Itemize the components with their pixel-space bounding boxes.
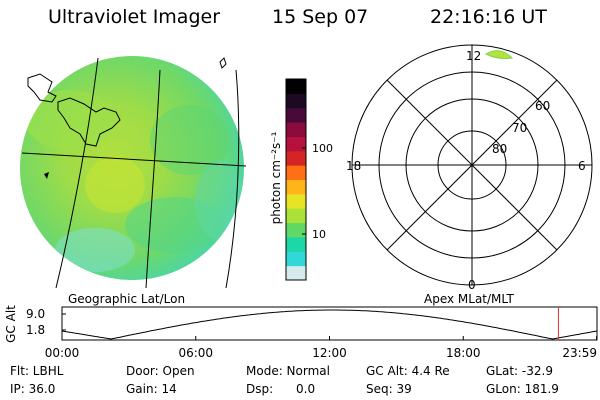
colorbar-segment <box>286 251 306 267</box>
colorbar-segment <box>286 150 306 166</box>
mlt-label-top: 12 <box>466 49 481 63</box>
time-label: 22:16:16 UT <box>430 6 547 28</box>
instrument-title: Ultraviolet Imager <box>48 6 221 28</box>
lat-ring-label-80: 80 <box>492 142 507 156</box>
colorbar-segment <box>286 79 306 94</box>
colorbar-unit-label: photon cm⁻²s⁻¹ <box>269 131 283 224</box>
polar-plot <box>351 44 593 286</box>
meta-dsp: Dsp: 0.0 <box>246 382 316 396</box>
colorbar-tick-100: 100 <box>312 142 333 155</box>
colorbar-segment <box>286 93 306 109</box>
colorbar-segment <box>286 265 306 281</box>
colorbar-segment <box>286 122 306 137</box>
coastline-outline <box>27 57 227 147</box>
date-label: 15 Sep 07 <box>272 6 369 28</box>
meta-glon: GLon: 181.9 <box>486 382 559 396</box>
altitude-ytick-low: 1.8 <box>26 323 45 337</box>
meta-ip: IP: 36.0 <box>10 382 56 396</box>
colorbar-segment <box>286 179 306 195</box>
meta-mode: Mode: Normal <box>246 364 330 378</box>
colorbar-segment <box>286 136 306 152</box>
colorbar-segment <box>286 165 306 180</box>
meta-seq: Seq: 39 <box>366 382 412 396</box>
colorbar-tick-10: 10 <box>312 228 326 241</box>
mlt-label-right: 6 <box>578 159 586 173</box>
mlt-label-left: 18 <box>346 159 361 173</box>
auroral-emission-patch <box>484 50 514 59</box>
altitude-x-tick-label: 18:00 <box>446 346 481 360</box>
geographic-projection-label: Geographic Lat/Lon <box>68 292 186 306</box>
meta-gc-alt: GC Alt: 4.4 Re <box>366 364 450 378</box>
colorbar-ticks <box>302 147 306 235</box>
apex-projection-label: Apex MLat/MLT <box>424 292 514 306</box>
colorbar <box>286 79 306 281</box>
altitude-x-tick-label: 23:59 <box>562 346 597 360</box>
colorbar-frame <box>285 78 307 281</box>
colorbar-segment <box>286 208 306 224</box>
altitude-x-ticks: 00:00 06:00 12:00 18:00 23:59 <box>45 336 598 360</box>
geographic-grid <box>21 57 247 289</box>
meta-gain: Gain: 14 <box>126 382 177 396</box>
altitude-curve <box>61 309 598 340</box>
colorbar-segment <box>286 107 306 123</box>
altitude-x-tick-label: 06:00 <box>178 346 213 360</box>
uv-image-disc <box>20 56 244 280</box>
meta-glat: GLat: -32.9 <box>486 364 553 378</box>
altitude-x-tick-label: 00:00 <box>45 346 80 360</box>
lat-ring-label-60: 60 <box>535 99 550 113</box>
lat-ring-label-70: 70 <box>512 121 527 135</box>
altitude-x-tick-label: 12:00 <box>312 346 347 360</box>
altitude-y-ticks <box>62 313 66 331</box>
altitude-ytick-high: 9.0 <box>26 307 45 321</box>
sun-direction-marker <box>44 172 49 179</box>
meta-door: Door: Open <box>126 364 195 378</box>
altitude-ylabel: GC Alt <box>4 305 18 343</box>
altitude-plot-frame <box>61 306 598 341</box>
colorbar-segment <box>286 193 306 209</box>
colorbar-segment <box>286 222 306 238</box>
mlt-label-bottom: 0 <box>468 278 476 292</box>
colorbar-segment <box>286 236 306 252</box>
meta-filter: Flt: LBHL <box>10 364 64 378</box>
